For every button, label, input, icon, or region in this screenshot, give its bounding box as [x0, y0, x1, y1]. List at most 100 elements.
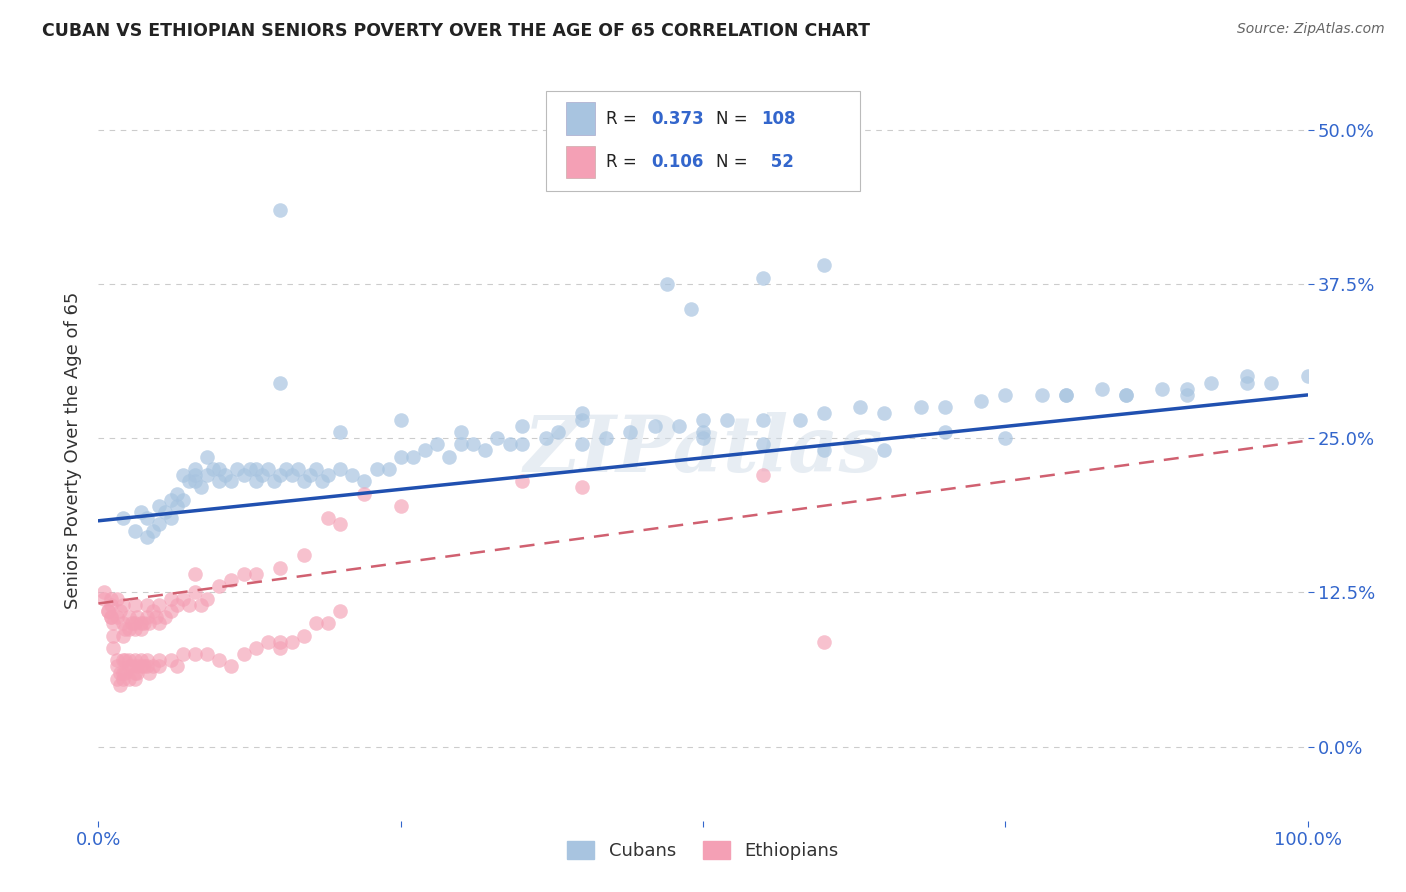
Point — [353, 486, 375, 500]
Point — [1175, 388, 1198, 402]
Point — [195, 591, 218, 606]
Point — [292, 549, 315, 563]
Point — [813, 259, 835, 273]
Point — [256, 634, 278, 648]
Point — [849, 401, 872, 415]
Point — [1199, 376, 1222, 390]
Point — [873, 443, 896, 458]
Text: ZIPatlas: ZIPatlas — [523, 412, 883, 489]
Point — [93, 585, 115, 599]
Point — [118, 610, 141, 624]
Point — [135, 659, 157, 673]
Point — [108, 604, 131, 618]
Point — [202, 462, 225, 476]
Point — [463, 437, 485, 451]
Point — [595, 431, 617, 445]
Point — [510, 475, 533, 489]
Point — [100, 610, 122, 624]
Point — [184, 475, 207, 489]
Point — [105, 653, 128, 667]
Point — [172, 468, 194, 483]
Point — [195, 468, 218, 483]
Point — [250, 468, 273, 483]
Point — [135, 530, 157, 544]
Point — [450, 425, 472, 439]
Point — [644, 418, 666, 433]
Point — [813, 634, 835, 648]
Point — [142, 604, 165, 618]
Point — [571, 437, 593, 451]
Point — [437, 450, 460, 464]
Point — [263, 475, 285, 489]
Point — [108, 665, 131, 680]
Point — [1296, 369, 1319, 384]
Point — [100, 598, 122, 612]
Point — [269, 634, 291, 648]
Point — [316, 511, 339, 525]
Point — [934, 425, 956, 439]
Point — [111, 653, 134, 667]
Point — [105, 672, 128, 686]
FancyBboxPatch shape — [567, 103, 595, 135]
Point — [245, 475, 267, 489]
Point — [111, 511, 134, 525]
Point — [129, 623, 152, 637]
Point — [148, 659, 170, 673]
Point — [208, 653, 231, 667]
Point — [121, 659, 143, 673]
Point — [129, 505, 152, 519]
Point — [245, 640, 267, 655]
Point — [208, 579, 231, 593]
Point — [389, 499, 412, 513]
Point — [498, 437, 520, 451]
Point — [221, 659, 243, 673]
Text: N =: N = — [716, 110, 754, 128]
Point — [166, 486, 188, 500]
Point — [269, 376, 291, 390]
Point — [166, 659, 188, 673]
Point — [226, 462, 249, 476]
Point — [118, 672, 141, 686]
Point — [129, 659, 152, 673]
Point — [221, 573, 243, 587]
Point — [124, 653, 146, 667]
Point — [166, 499, 188, 513]
Point — [118, 659, 141, 673]
Point — [138, 665, 160, 680]
Point — [208, 475, 231, 489]
Point — [256, 462, 278, 476]
Point — [93, 591, 115, 606]
FancyBboxPatch shape — [546, 91, 860, 191]
Point — [402, 450, 425, 464]
Point — [299, 468, 322, 483]
Point — [1260, 376, 1282, 390]
Point — [692, 425, 714, 439]
Point — [114, 623, 136, 637]
Point — [97, 604, 120, 618]
Point — [97, 604, 120, 618]
Point — [329, 517, 352, 532]
Text: 0.106: 0.106 — [651, 153, 703, 170]
Point — [353, 475, 375, 489]
Point — [1152, 382, 1174, 396]
Point — [124, 672, 146, 686]
Point — [232, 647, 254, 661]
Point — [153, 505, 176, 519]
Y-axis label: Seniors Poverty Over the Age of 65: Seniors Poverty Over the Age of 65 — [65, 292, 83, 609]
Text: CUBAN VS ETHIOPIAN SENIORS POVERTY OVER THE AGE OF 65 CORRELATION CHART: CUBAN VS ETHIOPIAN SENIORS POVERTY OVER … — [42, 22, 870, 40]
Point — [138, 616, 160, 631]
Point — [172, 591, 194, 606]
Point — [679, 301, 702, 316]
Point — [184, 468, 207, 483]
Point — [148, 616, 170, 631]
Text: 108: 108 — [761, 110, 796, 128]
Point — [111, 665, 134, 680]
Point — [142, 524, 165, 538]
Point — [619, 425, 641, 439]
Point — [114, 665, 136, 680]
Point — [534, 431, 557, 445]
Point — [245, 566, 267, 581]
Point — [134, 659, 156, 673]
Point — [100, 591, 122, 606]
Point — [214, 468, 236, 483]
